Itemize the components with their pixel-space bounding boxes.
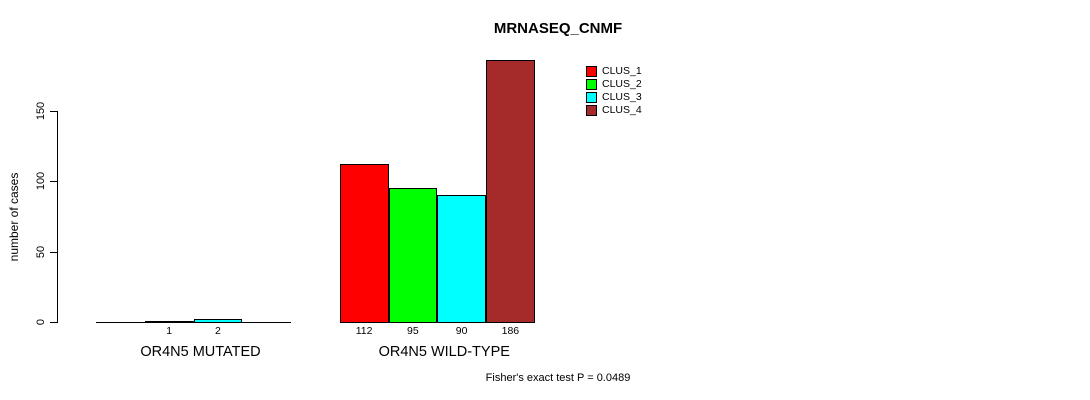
- legend-swatch-icon: [586, 79, 597, 90]
- y-axis-line: [57, 111, 58, 323]
- y-tick-mark: [50, 322, 57, 323]
- legend-swatch-icon: [586, 66, 597, 77]
- fisher-test-annotation: Fisher's exact test P = 0.0489: [485, 372, 631, 384]
- bar-clus_1-group2: [339, 164, 389, 323]
- y-tick-mark: [50, 251, 57, 253]
- bar-value-label: 95: [407, 325, 419, 337]
- bar-value-label: 112: [355, 325, 373, 337]
- y-tick-label: 100: [35, 172, 47, 191]
- y-tick-label: 0: [35, 318, 47, 326]
- y-axis-title: number of cases: [7, 172, 21, 262]
- bar-clus_2-group1: [144, 320, 194, 323]
- legend-item: CLUS_3: [586, 91, 642, 104]
- bar-clus_2-group2: [388, 188, 438, 323]
- y-tick-label: 150: [35, 101, 47, 121]
- bar-value-label: 186: [501, 325, 520, 337]
- legend-label: CLUS_4: [602, 104, 642, 116]
- y-tick-mark: [50, 181, 57, 183]
- legend-label: CLUS_2: [602, 78, 642, 90]
- bar-value-label: 90: [455, 325, 468, 337]
- group-label: OR4N5 WILD-TYPE: [378, 344, 510, 360]
- y-tick-mark: [50, 111, 57, 112]
- group-label: OR4N5 MUTATED: [140, 344, 261, 360]
- bar-clus_4-group2: [486, 60, 535, 323]
- legend-swatch-icon: [586, 92, 597, 103]
- bar-clus_3-group2: [437, 195, 486, 323]
- bar-value-label: 1: [166, 325, 173, 337]
- bar-value-label: 2: [214, 325, 221, 337]
- legend-label: CLUS_3: [602, 91, 642, 103]
- legend-swatch-icon: [586, 105, 597, 116]
- legend-item: CLUS_2: [586, 78, 642, 91]
- legend: CLUS_1 CLUS_2 CLUS_3 CLUS_4: [586, 65, 642, 117]
- legend-label: CLUS_1: [602, 65, 642, 77]
- legend-item: CLUS_1: [586, 65, 642, 78]
- y-tick-label: 50: [35, 245, 47, 258]
- legend-item: CLUS_4: [586, 104, 642, 117]
- chart-title: MRNASEQ_CNMF: [493, 20, 623, 37]
- bar-clus_3-group1: [193, 319, 243, 323]
